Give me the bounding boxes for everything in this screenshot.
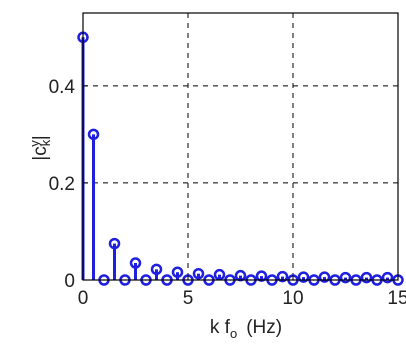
y-tick-label: 0 [64,271,75,292]
stem-marker [381,271,394,284]
y-axis-label-main: |c [30,146,51,160]
stem-marker [192,267,205,280]
x-axis-label-main: k f [210,317,231,338]
stem-marker [87,128,100,141]
x-tick-label: 0 [78,288,89,309]
stem-series [77,31,404,286]
y-axis-label-superscript: y [27,140,42,147]
stem-marker [213,268,226,281]
y-tick-label: 0.4 [49,77,76,98]
stem-marker [297,271,310,283]
stem-marker [318,271,331,283]
x-axis-label-unit: (Hz) [246,317,282,338]
stem-marker [150,263,163,276]
x-axis-label: k fo (Hz) [210,317,282,341]
plot-frame [82,12,399,281]
y-axis-label-subscript: k [38,139,53,146]
stem-marker [171,266,184,278]
stem-marker [129,257,142,269]
y-axis-label-close: | [30,135,51,140]
grid-lines [83,13,398,280]
stem-marker [360,271,373,284]
axis-ticks: 0 5 10 15 0 0.2 0.4 [49,77,406,309]
x-axis-label-subscript: o [230,326,237,341]
stem-marker [339,271,352,284]
x-tick-label: 10 [282,288,303,309]
stem-marker [255,270,268,282]
y-axis-label: |cky| [27,135,53,160]
y-tick-label: 0.2 [49,174,75,195]
stem-marker [276,270,289,283]
stem-marker [108,237,121,250]
x-tick-label: 5 [183,288,194,309]
x-tick-label: 15 [387,288,406,309]
